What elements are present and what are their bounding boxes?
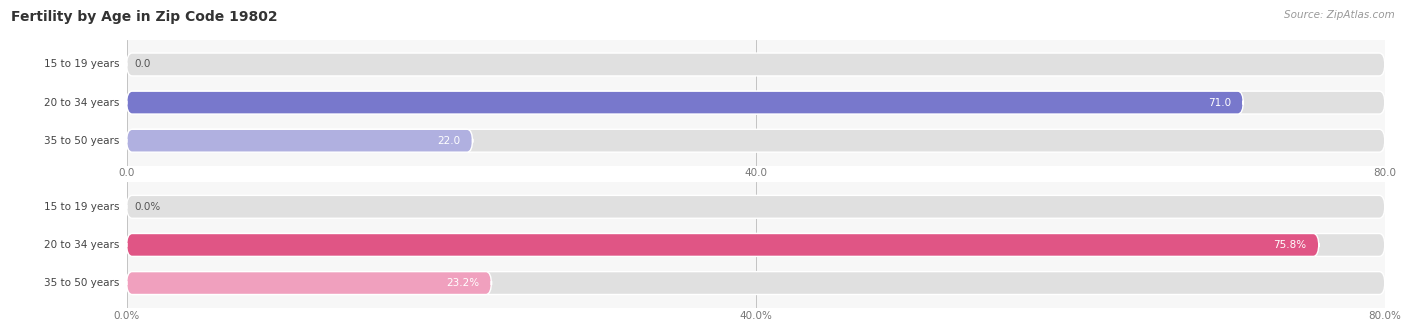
FancyBboxPatch shape — [127, 91, 1385, 114]
FancyBboxPatch shape — [127, 53, 1385, 76]
FancyBboxPatch shape — [127, 272, 492, 295]
Text: Source: ZipAtlas.com: Source: ZipAtlas.com — [1284, 10, 1395, 20]
Text: 22.0: 22.0 — [437, 136, 460, 146]
Text: 75.8%: 75.8% — [1274, 240, 1306, 250]
Text: 15 to 19 years: 15 to 19 years — [44, 202, 120, 212]
Text: 0.0: 0.0 — [135, 60, 150, 70]
FancyBboxPatch shape — [127, 233, 1385, 257]
Text: 23.2%: 23.2% — [446, 278, 479, 288]
Text: Fertility by Age in Zip Code 19802: Fertility by Age in Zip Code 19802 — [11, 10, 278, 24]
FancyBboxPatch shape — [127, 129, 472, 152]
FancyBboxPatch shape — [127, 91, 1243, 114]
Text: 20 to 34 years: 20 to 34 years — [44, 240, 120, 250]
FancyBboxPatch shape — [127, 195, 1385, 218]
FancyBboxPatch shape — [127, 272, 1385, 295]
FancyBboxPatch shape — [127, 129, 1385, 152]
Text: 35 to 50 years: 35 to 50 years — [44, 136, 120, 146]
Text: 0.0%: 0.0% — [135, 202, 160, 212]
FancyBboxPatch shape — [127, 233, 1319, 257]
Text: 20 to 34 years: 20 to 34 years — [44, 98, 120, 108]
Text: 35 to 50 years: 35 to 50 years — [44, 278, 120, 288]
Text: 71.0: 71.0 — [1208, 98, 1230, 108]
Text: 15 to 19 years: 15 to 19 years — [44, 60, 120, 70]
